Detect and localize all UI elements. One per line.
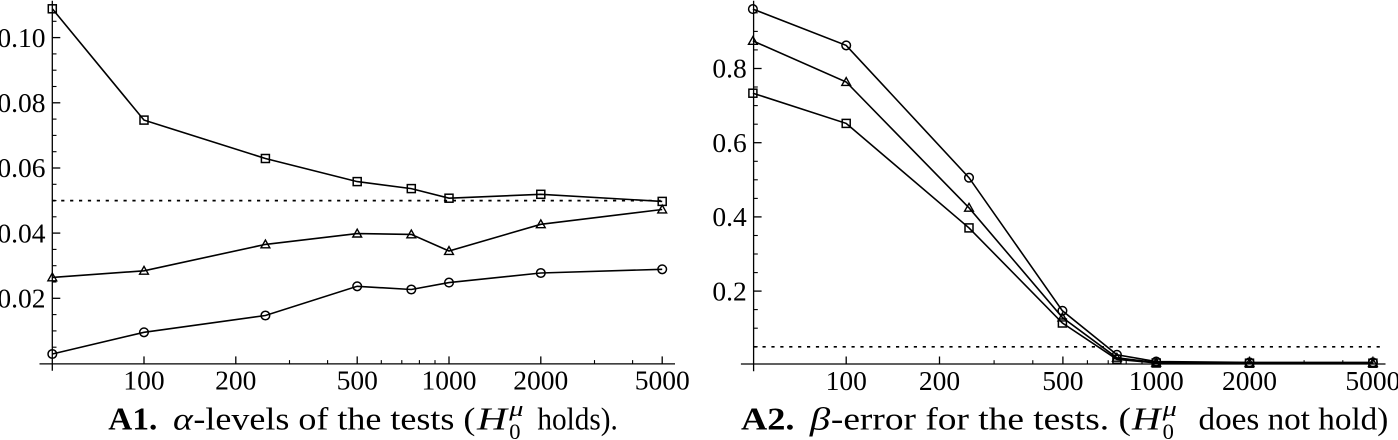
svg-text:1000: 1000	[422, 364, 477, 395]
svg-text:0: 0	[509, 419, 520, 440]
svg-text:0.6: 0.6	[712, 127, 746, 158]
svg-text:A1.: A1.	[108, 400, 157, 436]
svg-text:0.8: 0.8	[712, 53, 746, 84]
svg-text:0.06: 0.06	[0, 152, 46, 183]
svg-text:0.10: 0.10	[0, 22, 46, 53]
svg-text:200: 200	[919, 365, 960, 396]
svg-text:0.02: 0.02	[0, 283, 46, 314]
svg-text:2000: 2000	[1222, 365, 1277, 396]
svg-text:α: α	[173, 400, 194, 436]
svg-text:500: 500	[1042, 365, 1083, 396]
svg-text:β: β	[809, 400, 831, 436]
svg-text:0.2: 0.2	[712, 275, 746, 306]
svg-text:A2.: A2.	[741, 400, 795, 436]
svg-text:5000: 5000	[1345, 365, 1398, 396]
svg-text:5000: 5000	[635, 364, 690, 395]
svg-text:does not hold): does not hold)	[1199, 400, 1389, 436]
svg-text:0: 0	[1163, 419, 1174, 440]
svg-text:-error for the tests. (: -error for the tests. (	[831, 400, 1131, 436]
svg-text:0.08: 0.08	[0, 87, 46, 118]
svg-text:100: 100	[123, 364, 164, 395]
svg-text:0.04: 0.04	[0, 217, 46, 248]
svg-text:1000: 1000	[1129, 365, 1184, 396]
svg-text:0.4: 0.4	[712, 201, 747, 232]
svg-text:200: 200	[215, 364, 256, 395]
svg-text:500: 500	[337, 364, 378, 395]
svg-text:2000: 2000	[513, 364, 568, 395]
svg-text:-levels of the tests (: -levels of the tests (	[193, 400, 475, 436]
svg-text:holds).: holds).	[537, 400, 617, 436]
svg-text:μ: μ	[1161, 396, 1176, 421]
svg-text:H: H	[476, 400, 510, 436]
svg-text:μ: μ	[508, 396, 523, 421]
svg-text:100: 100	[826, 365, 867, 396]
svg-text:H: H	[1131, 400, 1163, 436]
